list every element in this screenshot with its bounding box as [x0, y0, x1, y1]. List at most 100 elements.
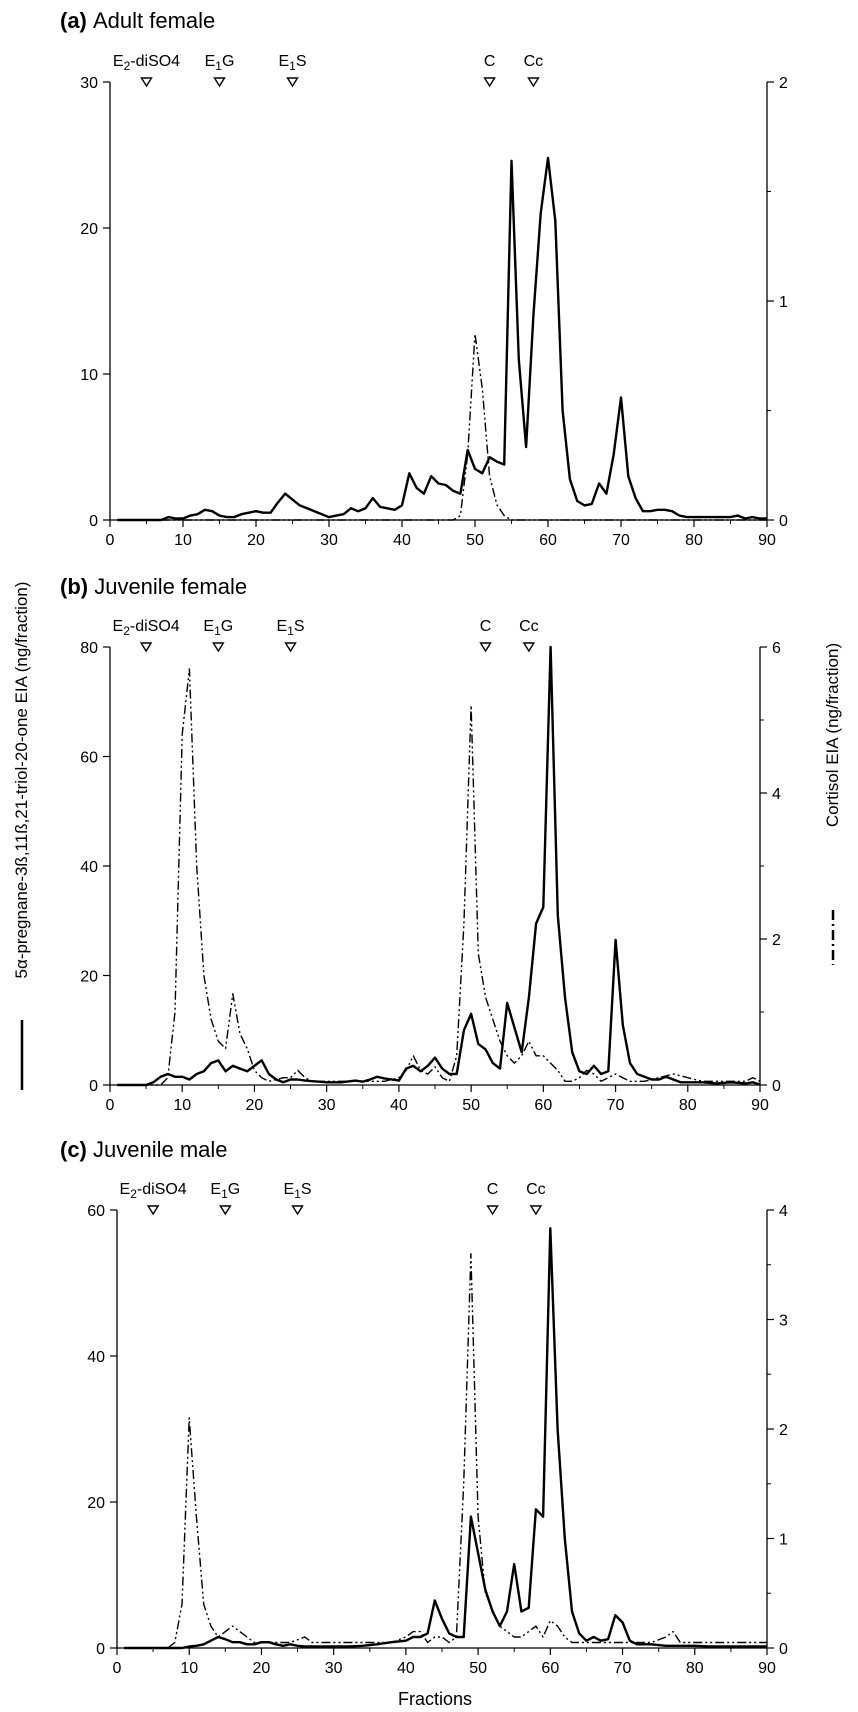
y-tick-label-left: 60	[80, 750, 98, 767]
marker-label: E1S	[277, 618, 305, 638]
x-tick-label: 10	[174, 532, 192, 549]
marker-label: C	[484, 53, 496, 70]
y-tick-label-right: 2	[779, 1422, 788, 1439]
marker-label: Cc	[524, 53, 544, 70]
marker-label: Cc	[519, 618, 539, 635]
x-tick-label: 0	[113, 1660, 122, 1677]
panel-letter: (c)	[60, 1137, 93, 1162]
x-axis-label: Fractions	[398, 1689, 472, 1709]
marker-triangle	[529, 1205, 543, 1216]
marker-triangle	[479, 642, 492, 653]
marker-label: E1S	[278, 53, 306, 73]
panel-letter: (a)	[60, 8, 93, 33]
panel-title-text: Juvenile male	[93, 1137, 228, 1162]
marker-triangle	[284, 642, 297, 653]
y-tick-label-right: 0	[779, 513, 788, 530]
x-tick-label: 10	[180, 1660, 198, 1677]
panel-title-text: Adult female	[93, 8, 215, 33]
marker-triangle	[140, 77, 153, 88]
marker-label: E2-diSO4	[113, 618, 180, 638]
series-line-pregnanetriolone	[117, 645, 761, 1087]
marker-label: E1G	[203, 618, 233, 638]
x-tick-label: 30	[318, 1097, 336, 1114]
y-tick-label-right: 0	[779, 1641, 788, 1658]
marker-triangle	[522, 642, 536, 653]
x-tick-label: 60	[541, 1660, 559, 1677]
y-tick-label-left: 40	[87, 1349, 105, 1366]
panel-title-text: Juvenile female	[94, 574, 247, 599]
series-line-cortisol	[117, 333, 767, 521]
y-tick-label-left: 0	[96, 1641, 105, 1658]
series-line-cortisol	[117, 668, 761, 1086]
y-tick-label-right: 3	[779, 1313, 788, 1330]
marker-label: C	[487, 1181, 499, 1198]
y-tick-label-left: 10	[80, 367, 98, 384]
marker-label: E1S	[284, 1181, 312, 1201]
y-tick-label-left: 80	[80, 640, 98, 657]
marker-label: E2-diSO4	[120, 1181, 187, 1201]
left-axis-label: 5α-pregnane-3ß,11ß,21-triol-20-one EIA (…	[12, 582, 31, 979]
y-tick-label-right: 1	[779, 294, 788, 311]
marker-triangle	[213, 77, 226, 88]
series-line-cortisol	[124, 1253, 767, 1649]
marker-triangle	[146, 1205, 160, 1216]
x-tick-label: 20	[246, 1097, 264, 1114]
y-tick-label-left: 60	[87, 1203, 105, 1220]
marker-label: E1G	[210, 1181, 240, 1201]
y-tick-label-left: 20	[80, 221, 98, 238]
x-tick-label: 80	[686, 1660, 704, 1677]
marker-label: E1G	[205, 53, 235, 73]
marker-triangle	[291, 1205, 304, 1216]
marker-label: C	[480, 618, 492, 635]
x-tick-label: 20	[253, 1660, 271, 1677]
x-tick-label: 40	[390, 1097, 408, 1114]
x-tick-label: 90	[751, 1097, 769, 1114]
marker-triangle	[527, 77, 540, 88]
y-tick-label-right: 1	[779, 1532, 788, 1549]
y-tick-label-left: 30	[80, 75, 98, 92]
x-tick-label: 50	[466, 532, 484, 549]
x-tick-label: 40	[397, 1660, 415, 1677]
x-tick-label: 30	[320, 532, 338, 549]
x-tick-label: 0	[106, 1097, 115, 1114]
marker-triangle	[212, 642, 225, 653]
panel-letter: (b)	[60, 574, 94, 599]
panel-title: (a) Adult female	[60, 8, 215, 33]
x-tick-label: 80	[679, 1097, 697, 1114]
marker-triangle	[286, 77, 299, 88]
y-tick-label-right: 0	[772, 1078, 781, 1095]
x-tick-label: 70	[614, 1660, 632, 1677]
y-tick-label-right: 4	[772, 786, 781, 803]
x-tick-label: 90	[758, 532, 776, 549]
y-tick-label-right: 4	[779, 1203, 788, 1220]
x-tick-label: 60	[534, 1097, 552, 1114]
y-tick-label-right: 2	[772, 932, 781, 949]
x-tick-label: 10	[173, 1097, 191, 1114]
y-tick-label-right: 6	[772, 640, 781, 657]
marker-triangle	[486, 1205, 499, 1216]
right-axis-label: Cortisol EIA (ng/fraction)	[823, 643, 842, 827]
x-tick-label: 70	[607, 1097, 625, 1114]
y-tick-label-left: 20	[80, 969, 98, 986]
panel-title: (c) Juvenile male	[60, 1137, 228, 1162]
x-tick-label: 50	[469, 1660, 487, 1677]
series-line-pregnanetriolone	[117, 156, 767, 522]
x-tick-label: 60	[539, 532, 557, 549]
marker-triangle	[483, 77, 496, 88]
x-tick-label: 90	[758, 1660, 776, 1677]
marker-label: Cc	[526, 1181, 546, 1198]
x-tick-label: 80	[685, 532, 703, 549]
marker-triangle	[219, 1205, 232, 1216]
marker-label: E2-diSO4	[113, 53, 180, 73]
x-tick-label: 50	[462, 1097, 480, 1114]
panel-title: (b) Juvenile female	[60, 574, 247, 599]
x-tick-label: 20	[247, 532, 265, 549]
y-tick-label-left: 0	[89, 1078, 98, 1095]
y-tick-label-left: 0	[89, 513, 98, 530]
x-tick-label: 40	[393, 532, 411, 549]
x-tick-label: 0	[106, 532, 115, 549]
